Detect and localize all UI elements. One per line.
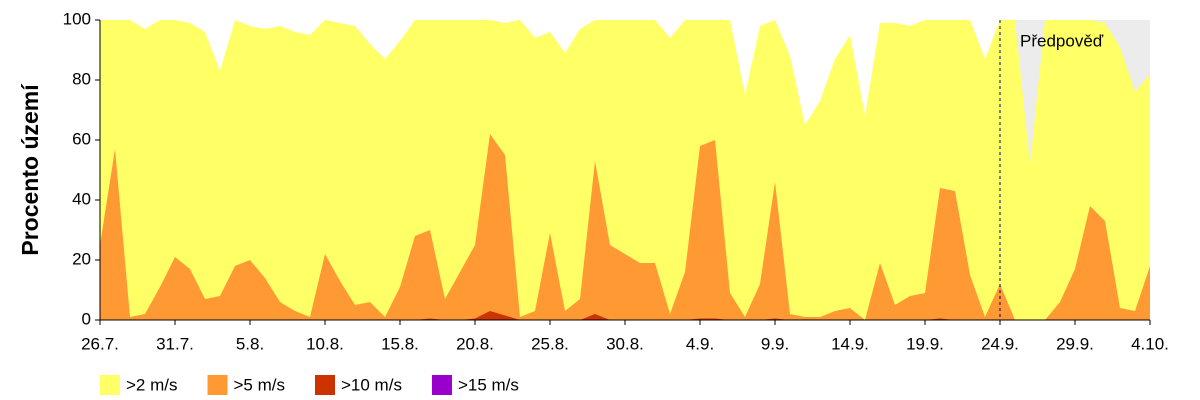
x-tick-label: 19.9. — [906, 334, 944, 353]
x-tick-label: 26.7. — [81, 334, 119, 353]
y-tick-label: 80 — [72, 69, 91, 88]
x-tick-label: 25.8. — [531, 334, 569, 353]
x-tick-label: 20.8. — [456, 334, 494, 353]
area — [100, 20, 1150, 320]
x-tick-label: 10.8. — [306, 334, 344, 353]
legend-swatch — [315, 375, 335, 395]
x-tick-label: 15.8. — [381, 334, 419, 353]
legend-label: >10 m/s — [341, 375, 402, 394]
x-tick-label: 9.9. — [761, 334, 789, 353]
x-tick-label: 5.8. — [236, 334, 264, 353]
x-tick-label: 24.9. — [981, 334, 1019, 353]
legend-swatch — [100, 375, 120, 395]
y-axis-label: Procento území — [17, 83, 43, 256]
annotation: Předpověď — [1020, 31, 1104, 50]
y-tick-label: 20 — [72, 249, 91, 268]
area — [100, 134, 1150, 320]
x-tick-label: 4.10. — [1131, 334, 1169, 353]
y-tick-label: 40 — [72, 189, 91, 208]
x-tick-label: 4.9. — [686, 334, 714, 353]
x-tick-label: 29.9. — [1056, 334, 1094, 353]
legend-label: >5 m/s — [234, 375, 286, 394]
x-tick-label: 14.9. — [831, 334, 869, 353]
legend-swatch — [431, 375, 452, 395]
x-tick-label: 31.7. — [156, 334, 194, 353]
legend-label: >15 m/s — [458, 375, 519, 394]
legend-label: >2 m/s — [126, 375, 178, 394]
y-tick-label: 0 — [82, 309, 91, 328]
legend-swatch — [207, 375, 228, 395]
y-tick-label: 60 — [72, 129, 91, 148]
x-tick-label: 30.8. — [606, 334, 644, 353]
y-tick-label: 100 — [63, 9, 91, 28]
